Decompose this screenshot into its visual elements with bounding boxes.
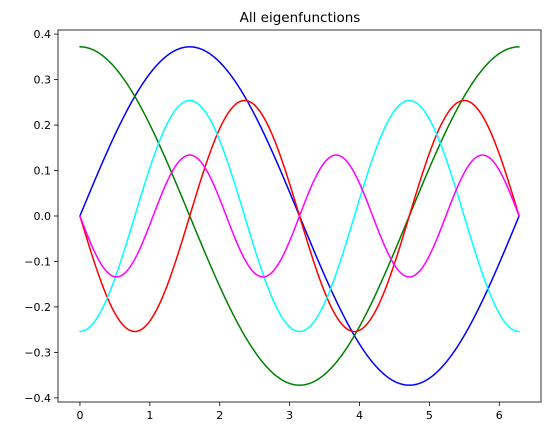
y-tick-label: −0.2 — [24, 301, 51, 314]
y-tick-label: −0.4 — [24, 392, 51, 405]
y-tick-label: 0.2 — [34, 119, 52, 132]
x-tick-label: 0 — [76, 409, 83, 422]
x-tick-label: 1 — [146, 409, 153, 422]
y-tick-label: 0.1 — [34, 165, 52, 178]
series-line-5 — [79, 154, 520, 278]
y-tick-label: 0.0 — [34, 210, 52, 223]
chart-title: All eigenfunctions — [240, 10, 361, 26]
y-tick-label: 0.3 — [34, 74, 52, 87]
x-tick-label: 5 — [426, 409, 433, 422]
x-tick-label: 6 — [496, 409, 503, 422]
x-axis-ticks: 0 1 2 3 4 5 6 — [76, 402, 503, 422]
y-axis-ticks: −0.4 −0.3 −0.2 −0.1 0.0 0.1 0.2 0.3 0.4 — [24, 28, 58, 405]
y-tick-label: −0.1 — [24, 255, 51, 268]
x-tick-label: 2 — [216, 409, 223, 422]
series-layer — [79, 46, 520, 386]
series-line-2 — [79, 46, 520, 386]
y-tick-label: −0.3 — [24, 346, 51, 359]
y-tick-label: 0.4 — [34, 28, 52, 41]
x-tick-label: 4 — [356, 409, 363, 422]
x-tick-label: 3 — [286, 409, 293, 422]
series-line-4 — [79, 99, 520, 333]
